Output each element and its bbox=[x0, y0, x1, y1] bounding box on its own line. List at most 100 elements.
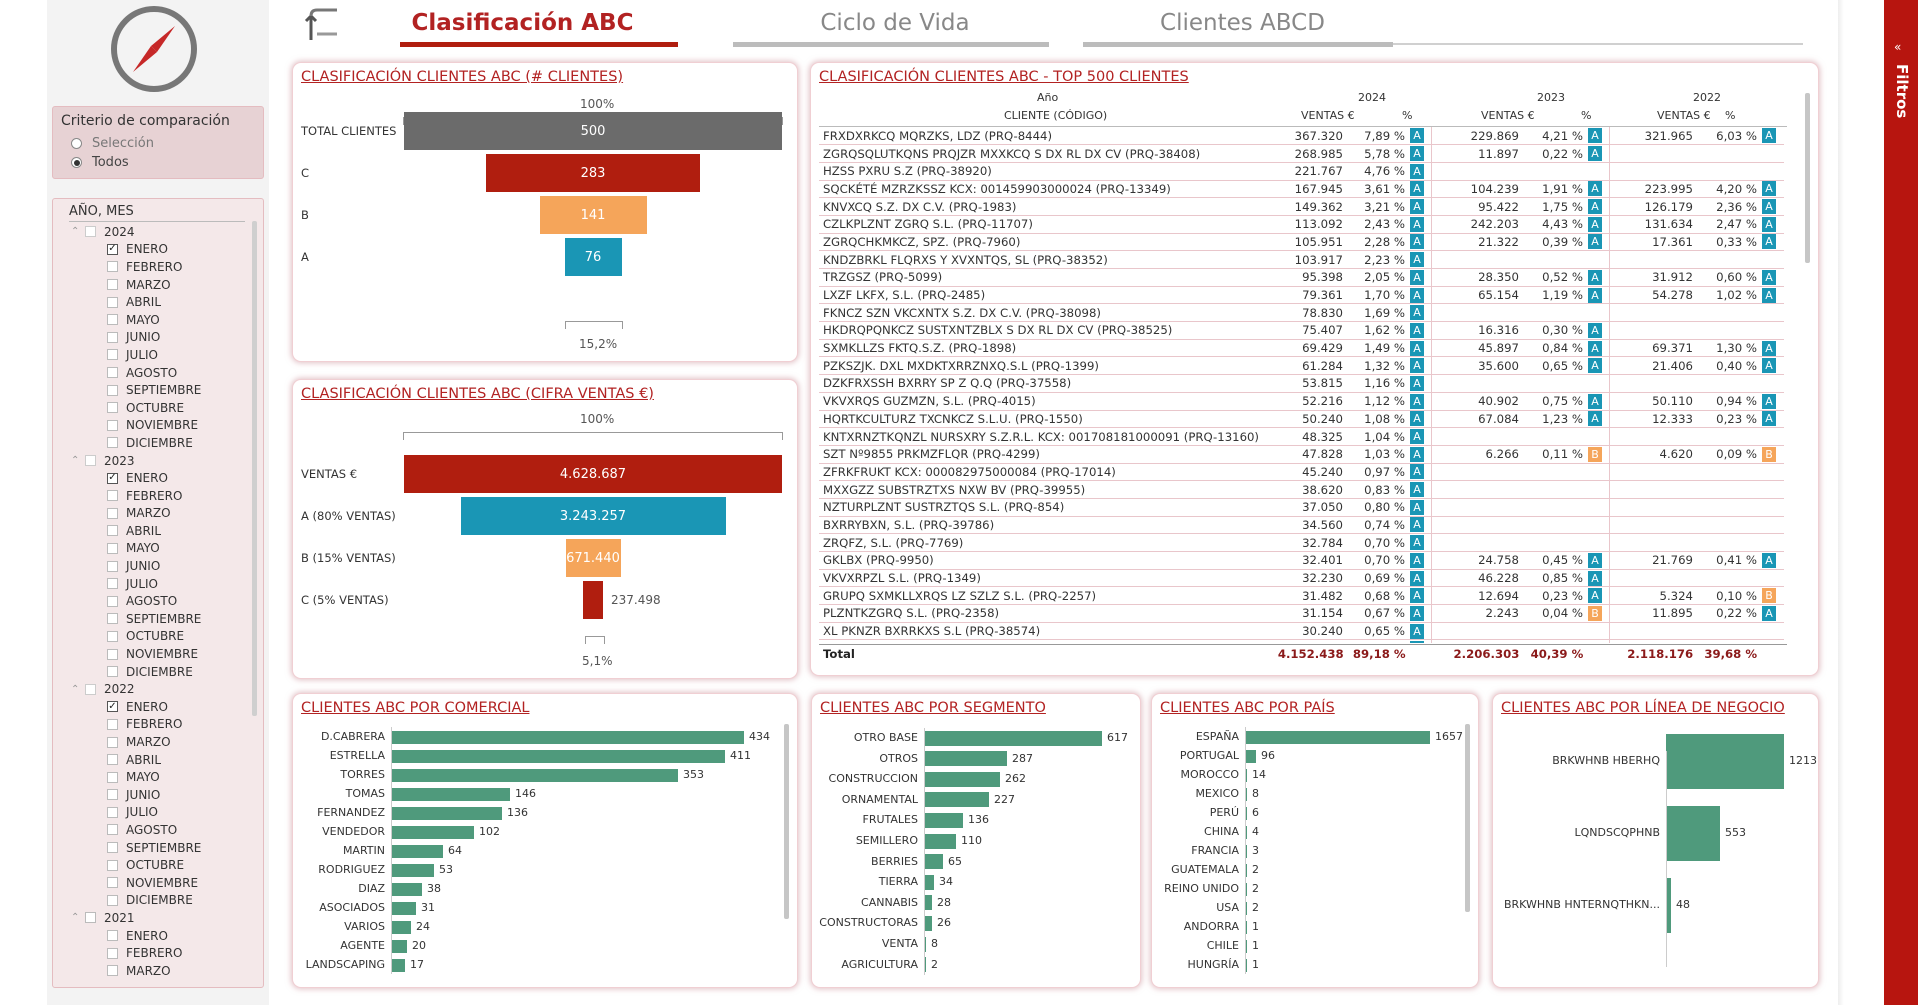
table-row[interactable]: PLZNTKZGRQ S.L. (PRQ-2358) 31.154 0,67 % A 2… bbox=[819, 604, 1784, 623]
filters-pane[interactable]: « Filtros bbox=[1884, 0, 1918, 1005]
checkbox[interactable] bbox=[107, 314, 118, 326]
slicer-month-item[interactable]: JULIO bbox=[67, 804, 201, 822]
checkbox[interactable] bbox=[107, 613, 118, 625]
checkbox[interactable] bbox=[107, 279, 118, 291]
table-row[interactable]: HZSS PXRU S.Z (PRQ-38920) 221.767 4,76 % A bbox=[819, 162, 1784, 181]
table-row[interactable]: SQCKÉTÉ MZRZKSSZ KCX: 001459903000024 (P… bbox=[819, 180, 1784, 199]
checkbox[interactable] bbox=[107, 824, 118, 836]
table-body[interactable]: FRXDXRKCQ MQRZKS, LDZ (PRQ-8444) 367.320 7… bbox=[819, 126, 1787, 643]
slicer-month-item[interactable]: AGOSTO bbox=[67, 821, 201, 839]
bar[interactable] bbox=[391, 844, 443, 858]
table-row[interactable]: ZGRQCHKMKCZ, SPZ. (PRQ-7960) 105.951 2,28 … bbox=[819, 233, 1784, 252]
bar[interactable] bbox=[1245, 882, 1247, 896]
bar[interactable] bbox=[924, 957, 926, 973]
checkbox[interactable] bbox=[107, 437, 118, 449]
checkbox[interactable] bbox=[107, 402, 118, 414]
table-row[interactable]: PZKSZJK. DXL MXDKTXRRZNXQ.S.L (PRQ-1399)… bbox=[819, 356, 1784, 376]
checkbox[interactable] bbox=[107, 648, 118, 660]
slicer-month-item[interactable]: MARZO bbox=[67, 276, 201, 294]
bar[interactable] bbox=[924, 812, 963, 828]
slicer-month-item[interactable]: OCTUBRE bbox=[67, 399, 201, 417]
slicer-month-item[interactable]: ABRIL bbox=[67, 751, 201, 769]
table-row[interactable]: CZLKPLZNT ZGRQ S.L. (PRQ-11707) 113.092 2,… bbox=[819, 215, 1784, 234]
checkbox[interactable] bbox=[107, 842, 118, 854]
bar[interactable] bbox=[1666, 733, 1784, 789]
table-row[interactable]: SXMKLLZS FKTQ.S.Z. (PRQ-1898) 69.429 1,49 … bbox=[819, 339, 1784, 358]
table-row[interactable]: ZRQFZ, S.L. (PRQ-7769) 32.784 0,70 % A bbox=[819, 533, 1784, 552]
checkbox[interactable] bbox=[107, 578, 118, 590]
funnel-bar[interactable]: 671.440 bbox=[565, 539, 621, 577]
checkbox[interactable] bbox=[107, 331, 118, 343]
bar[interactable] bbox=[924, 915, 932, 931]
bar[interactable] bbox=[391, 901, 416, 915]
slicer-month-item[interactable]: MARZO bbox=[67, 733, 201, 751]
bar[interactable] bbox=[1245, 730, 1430, 744]
slicer-month-item[interactable]: SEPTIEMBRE bbox=[67, 381, 201, 399]
bar[interactable] bbox=[1245, 825, 1247, 839]
funnel-bar[interactable] bbox=[583, 581, 603, 619]
bar[interactable] bbox=[1245, 863, 1247, 877]
slicer-month-item[interactable]: MARZO bbox=[67, 962, 201, 980]
checkbox[interactable] bbox=[107, 965, 118, 977]
table-row[interactable]: ZGRQSQLUTKQNS PRQJZR MXXKCQ S DX RL DX C… bbox=[819, 144, 1784, 163]
compass-icon[interactable] bbox=[109, 4, 199, 94]
bar[interactable] bbox=[391, 730, 744, 744]
bar[interactable] bbox=[1245, 844, 1247, 858]
slicer-year-node[interactable]: ⌃ 2023 bbox=[67, 452, 201, 470]
checkbox[interactable] bbox=[107, 701, 118, 713]
bar[interactable] bbox=[1245, 768, 1247, 782]
slicer-month-item[interactable]: DICIEMBRE bbox=[67, 892, 201, 910]
slicer-month-item[interactable]: JUNIO bbox=[67, 557, 201, 575]
table-scrollbar[interactable] bbox=[1805, 93, 1810, 263]
bar[interactable] bbox=[1245, 901, 1247, 915]
slicer-month-item[interactable]: JUNIO bbox=[67, 786, 201, 804]
bar[interactable] bbox=[924, 751, 1007, 767]
checkbox[interactable] bbox=[107, 859, 118, 871]
table-row[interactable]: KNVXCQ S.Z. DX C.V. (PRQ-1983) 149.362 3,2… bbox=[819, 197, 1784, 216]
bar[interactable] bbox=[1245, 749, 1256, 763]
slicer-year-node[interactable]: ⌃ 2021 bbox=[67, 909, 201, 927]
radio-seleccion[interactable]: Selección bbox=[71, 136, 154, 151]
bar[interactable] bbox=[391, 768, 678, 782]
bar[interactable] bbox=[1666, 877, 1671, 933]
bar[interactable] bbox=[924, 936, 926, 952]
slicer-month-item[interactable]: FEBRERO bbox=[67, 487, 201, 505]
checkbox[interactable] bbox=[107, 736, 118, 748]
funnel-bar[interactable]: 500 bbox=[404, 112, 782, 150]
checkbox[interactable] bbox=[107, 367, 118, 379]
table-row[interactable]: DZKFRXSSH BXRRY SP Z Q.Q (PRQ-37558) 53.8… bbox=[819, 374, 1784, 393]
bar[interactable] bbox=[391, 920, 411, 934]
slicer-month-item[interactable]: AGOSTO bbox=[67, 364, 201, 382]
table-row[interactable]: KNDZBRKL FLQRXS Y XVXNTQS, SL (PRQ-38352… bbox=[819, 250, 1784, 269]
slicer-month-item[interactable]: OCTUBRE bbox=[67, 856, 201, 874]
slicer-month-item[interactable]: SEPTIEMBRE bbox=[67, 610, 201, 628]
bar[interactable] bbox=[1245, 787, 1247, 801]
bar[interactable] bbox=[391, 749, 725, 763]
table-row[interactable]: NZTXRXRY MZRQC SZRL KCX: 001537472000085… bbox=[819, 639, 1784, 643]
checkbox[interactable] bbox=[107, 542, 118, 554]
table-row[interactable]: ZFRKFRUKT KCX: 000082975000084 (PRQ-1701… bbox=[819, 463, 1784, 482]
bar[interactable] bbox=[924, 874, 934, 890]
table-row[interactable]: VKVXRPZL S.L. (PRQ-1349) 32.230 0,69 % A 46.… bbox=[819, 569, 1784, 588]
slicer-month-item[interactable]: JUNIO bbox=[67, 329, 201, 347]
slicer-month-item[interactable]: ENERO bbox=[67, 241, 201, 259]
checkbox[interactable] bbox=[107, 261, 118, 273]
bar[interactable] bbox=[924, 771, 1000, 787]
funnel-bar[interactable]: 141 bbox=[539, 196, 647, 234]
slicer-month-item[interactable]: DICIEMBRE bbox=[67, 663, 201, 681]
checkbox[interactable] bbox=[107, 490, 118, 502]
checkbox[interactable] bbox=[107, 666, 118, 678]
slicer-month-item[interactable]: JULIO bbox=[67, 575, 201, 593]
bar[interactable] bbox=[1245, 939, 1247, 953]
pais-scrollbar[interactable] bbox=[1465, 724, 1470, 912]
slicer-month-item[interactable]: FEBRERO bbox=[67, 258, 201, 276]
bar[interactable] bbox=[924, 833, 956, 849]
checkbox[interactable] bbox=[107, 630, 118, 642]
checkbox[interactable] bbox=[107, 947, 118, 959]
checkbox[interactable] bbox=[107, 771, 118, 783]
slicer-month-item[interactable]: DICIEMBRE bbox=[67, 434, 201, 452]
checkbox[interactable] bbox=[107, 877, 118, 889]
slicer-month-item[interactable]: AGOSTO bbox=[67, 592, 201, 610]
funnel-bar[interactable]: 4.628.687 bbox=[404, 455, 782, 493]
checkbox[interactable] bbox=[107, 525, 118, 537]
